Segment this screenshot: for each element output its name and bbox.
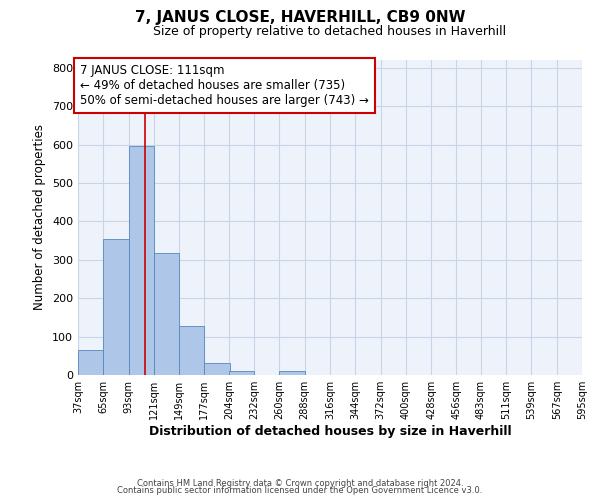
Bar xyxy=(205,364,230,375)
Text: 7 JANUS CLOSE: 111sqm
← 49% of detached houses are smaller (735)
50% of semi-det: 7 JANUS CLOSE: 111sqm ← 49% of detached … xyxy=(80,64,368,107)
Bar xyxy=(103,238,128,375)
X-axis label: Distribution of detached houses by size in Haverhill: Distribution of detached houses by size … xyxy=(149,425,511,438)
Bar xyxy=(154,253,179,375)
Bar xyxy=(179,326,205,375)
Title: Size of property relative to detached houses in Haverhill: Size of property relative to detached ho… xyxy=(154,25,506,38)
Text: 7, JANUS CLOSE, HAVERHILL, CB9 0NW: 7, JANUS CLOSE, HAVERHILL, CB9 0NW xyxy=(135,10,465,25)
Bar xyxy=(128,146,154,375)
Bar xyxy=(280,371,305,375)
Bar xyxy=(229,371,254,375)
Text: Contains HM Land Registry data © Crown copyright and database right 2024.: Contains HM Land Registry data © Crown c… xyxy=(137,478,463,488)
Text: Contains public sector information licensed under the Open Government Licence v3: Contains public sector information licen… xyxy=(118,486,482,495)
Bar xyxy=(78,350,103,375)
Y-axis label: Number of detached properties: Number of detached properties xyxy=(34,124,46,310)
